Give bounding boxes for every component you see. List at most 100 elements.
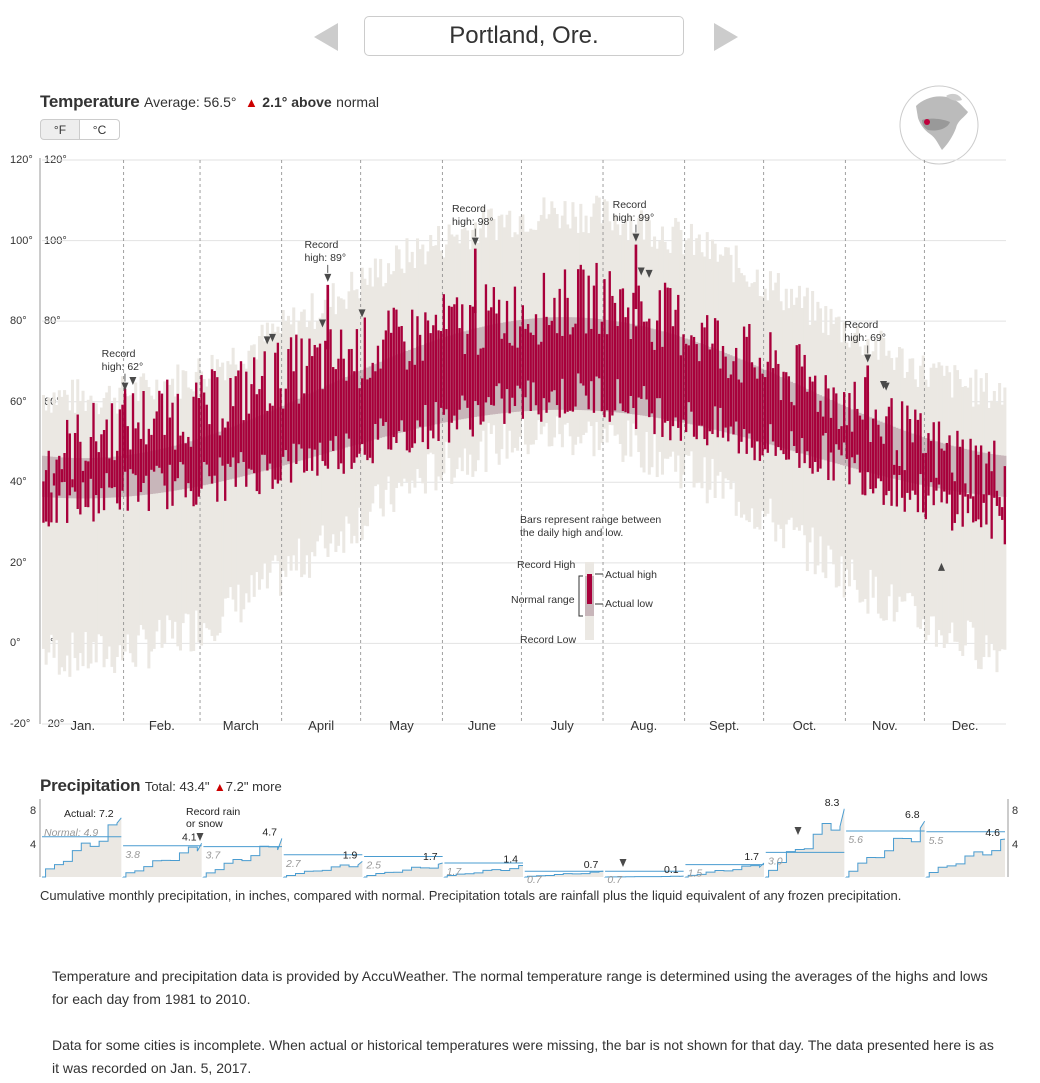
- precip-actual-value: 4.1: [182, 831, 197, 843]
- record-range-bar: [97, 414, 101, 635]
- actual-temp-bar: [492, 287, 496, 406]
- record-range-bar: [44, 410, 48, 665]
- month-label: May: [389, 718, 414, 733]
- actual-temp-bar: [68, 433, 71, 496]
- actual-temp-bar: [919, 413, 922, 475]
- actual-temp-bar: [782, 371, 785, 455]
- record-range-bar: [963, 386, 967, 646]
- actual-temp-bar: [956, 430, 959, 515]
- actual-temp-bar: [324, 340, 327, 466]
- next-city-arrow-icon[interactable]: [708, 20, 742, 54]
- record-high-marker-icon: [129, 377, 137, 386]
- record-range-bar: [1000, 404, 1004, 650]
- actual-temp-bar: [953, 481, 956, 523]
- temperature-header: Temperature Average: 56.5° ▲ 2.1° above …: [40, 92, 379, 112]
- record-range-bar: [84, 410, 88, 633]
- actual-temp-bar: [624, 317, 627, 413]
- actual-temp-bar: [437, 330, 440, 441]
- actual-temp-bar: [716, 320, 719, 438]
- actual-temp-bar: [816, 411, 819, 472]
- record-range-bar: [81, 390, 85, 667]
- actual-temp-bar: [81, 470, 85, 483]
- precip-actual-value: 1.9: [343, 849, 358, 861]
- record-range-bar: [236, 370, 240, 585]
- actual-temp-bar: [113, 460, 116, 488]
- actual-temp-bar: [814, 375, 817, 462]
- temperature-anomaly: 2.1° above: [262, 94, 332, 110]
- actual-temp-bar: [339, 329, 343, 464]
- record-range-bar: [197, 358, 201, 643]
- actual-temp-bar: [258, 389, 261, 495]
- record-range-bar: [977, 404, 981, 669]
- actual-temp-bar: [216, 377, 219, 502]
- record-range-bar: [189, 388, 193, 652]
- actual-temp-bar: [168, 417, 172, 465]
- actual-temp-bar: [674, 309, 677, 418]
- actual-temp-bar: [445, 329, 448, 410]
- actual-temp-bar: [274, 352, 277, 480]
- actual-temp-bar: [987, 451, 991, 495]
- precip-actual-value: 0.7: [584, 859, 599, 871]
- actual-temp-bar: [713, 318, 717, 407]
- precip-y-tick-4-right: 4: [1012, 839, 1019, 851]
- city-selector[interactable]: Portland, Ore.: [364, 16, 684, 56]
- actual-temp-bar: [640, 301, 643, 399]
- precip-actual-value: 6.8: [905, 809, 920, 821]
- actual-temp-bar: [832, 387, 835, 481]
- actual-temp-bar: [158, 390, 161, 468]
- actual-temp-bar: [753, 367, 756, 461]
- record-high-marker-icon: [319, 319, 327, 328]
- precip-record-marker-icon: [196, 833, 204, 841]
- record-high-annotation: Record high: 62°: [101, 347, 144, 373]
- actual-temp-bar: [687, 345, 690, 403]
- record-range-bar: [60, 396, 64, 668]
- actual-temp-bar: [671, 326, 675, 427]
- precip-record-note: Record rain: [186, 806, 240, 818]
- globe-locator-map: [899, 85, 979, 165]
- actual-temp-bar: [205, 404, 208, 465]
- actual-temp-bar: [321, 389, 324, 462]
- prev-city-arrow-icon[interactable]: [310, 20, 344, 54]
- precip-record-marker-icon: [794, 827, 802, 835]
- actual-temp-bar: [524, 328, 527, 398]
- record-high-marker-icon: [263, 336, 271, 345]
- actual-temp-bar: [71, 479, 74, 488]
- actual-temp-bar: [637, 285, 640, 398]
- actual-temp-bar: [389, 332, 393, 450]
- record-range-bar: [52, 392, 56, 658]
- precip-cumulative-line: [363, 862, 443, 878]
- precip-cumulative-line: [604, 875, 684, 878]
- actual-temp-bar: [476, 354, 480, 406]
- actual-temp-bar: [995, 490, 999, 506]
- actual-temp-bar: [303, 393, 306, 473]
- celsius-toggle[interactable]: °C: [80, 119, 120, 140]
- actual-temp-bar: [550, 320, 553, 392]
- record-spike-bar: [123, 393, 127, 459]
- record-range-bar: [181, 370, 185, 624]
- actual-temp-bar: [555, 333, 559, 406]
- actual-temp-bar: [471, 306, 474, 437]
- actual-temp-bar: [416, 316, 419, 421]
- record-range-bar: [508, 210, 512, 431]
- record-range-bar: [171, 378, 175, 639]
- actual-temp-bar: [355, 329, 359, 458]
- actual-temp-bar: [466, 333, 469, 408]
- record-range-bar: [128, 395, 132, 654]
- precip-normal-value: 3.0: [768, 855, 783, 867]
- fahrenheit-toggle[interactable]: °F: [40, 119, 80, 140]
- actual-temp-bar: [326, 331, 330, 469]
- record-range-bar: [76, 379, 80, 671]
- precip-normal-value: 2.5: [365, 859, 381, 871]
- actual-temp-bar: [703, 327, 706, 440]
- record-range-bar: [118, 387, 122, 646]
- precip-y-tick-8-right: 8: [1012, 805, 1019, 817]
- actual-temp-bar: [779, 400, 783, 451]
- actual-temp-bar: [758, 357, 762, 461]
- actual-temp-bar: [50, 492, 53, 523]
- actual-temp-bar: [155, 411, 158, 466]
- record-range-bar: [192, 391, 196, 651]
- normal-range-bar: [49, 456, 53, 498]
- actual-temp-bar: [42, 481, 45, 523]
- actual-temp-bar: [903, 470, 906, 512]
- record-range-bar: [110, 410, 114, 667]
